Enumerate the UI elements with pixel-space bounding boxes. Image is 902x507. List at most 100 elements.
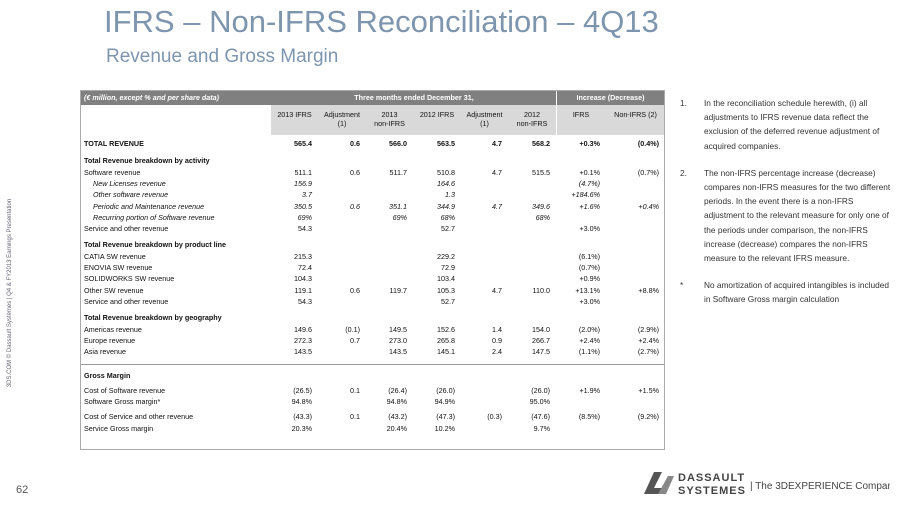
cell-value: 4.7: [492, 167, 502, 177]
row-label: SOLIDWORKS SW revenue: [84, 274, 175, 284]
caption: (€ million, except % and per share data): [84, 93, 220, 102]
column-header: Adjustment (1): [466, 110, 503, 128]
note: * No amortization of acquired intangibles…: [680, 278, 892, 306]
cell-value: 515.5: [532, 167, 550, 177]
cell-value: 149.6: [294, 324, 312, 334]
cell-value: 229.2: [437, 251, 455, 261]
cell-value: (2.7%): [637, 347, 659, 357]
cell-value: 68%: [535, 212, 550, 222]
cell-value: +0.1%: [579, 167, 600, 177]
cell-value: (43.3): [293, 412, 312, 422]
cell-value: 119.7: [389, 285, 407, 295]
period-header: Three months ended December 31,: [354, 93, 474, 102]
cell-value: 54.3: [298, 224, 312, 234]
cell-value: 273.0: [389, 335, 407, 345]
cell-value: 511.1: [294, 167, 312, 177]
cell-value: 72.9: [441, 263, 455, 272]
column-header: 2013 IFRS: [277, 110, 312, 119]
cell-value: +184.6%: [571, 190, 600, 200]
cell-value: 566.0: [389, 139, 407, 148]
note-text: In the reconciliation schedule herewith,…: [704, 98, 880, 151]
cell-value: 4.7: [492, 285, 502, 295]
cell-value: +3.0%: [579, 296, 600, 306]
header-band: [271, 105, 664, 135]
cell-value: 52.7: [441, 224, 455, 234]
cell-value: (47.6): [531, 412, 550, 422]
row-label: New Licenses revenue: [93, 178, 166, 188]
cell-value: +0.3%: [579, 139, 600, 148]
column-header: IFRS: [572, 110, 590, 119]
cell-value: 0.7: [350, 335, 360, 345]
column-header: Non-IFRS (2): [614, 110, 657, 119]
cell-value: (1.1%): [578, 347, 600, 357]
logo: DASSAULT SYSTEMES | The 3DEXPERIENCE Com…: [644, 472, 890, 497]
subtitle: Revenue and Gross Margin: [106, 46, 339, 67]
cell-value: 52.7: [441, 296, 455, 306]
divider: [556, 91, 557, 135]
cell-value: 145.1: [437, 347, 455, 357]
row-label: Recurring portion of Software revenue: [93, 212, 215, 222]
row-label: ENOVIA SW revenue: [84, 263, 153, 272]
row-label: Cost of Service and other revenue: [84, 412, 194, 422]
note-marker: 2.: [680, 167, 687, 178]
cell-value: (0.3): [487, 412, 502, 422]
cell-value: (0.7%): [637, 167, 659, 177]
cell-value: (43.2): [388, 412, 407, 422]
section-heading: Total Revenue breakdown by product line: [84, 240, 227, 250]
section-heading: Gross Margin: [84, 371, 131, 381]
cell-value: 344.9: [437, 201, 455, 211]
cell-value: 119.1: [294, 285, 312, 295]
change-header: Increase (Decrease): [576, 93, 645, 102]
cell-value: 2.4: [492, 347, 502, 357]
cell-value: (6.1%): [578, 251, 600, 261]
cell-value: (26.5): [293, 385, 312, 395]
logo-mark: [644, 472, 666, 494]
cell-value: 266.7: [532, 335, 550, 345]
cell-value: 272.3: [294, 335, 312, 345]
note: 1. In the reconciliation schedule herewit…: [680, 96, 892, 153]
column-header: 2012 non-IFRS: [516, 110, 548, 128]
note-marker: 1.: [680, 98, 687, 108]
row-label: Cost of Software revenue: [84, 385, 166, 395]
row-label: Service and other revenue: [84, 224, 169, 234]
section-heading: Total Revenue breakdown by geography: [84, 313, 222, 323]
row-label: Software revenue: [84, 167, 141, 177]
header-band: [81, 91, 664, 105]
row-label: Asia revenue: [84, 347, 126, 357]
notes: 1. In the reconciliation schedule herewit…: [680, 96, 892, 320]
column-header: 2013 non-IFRS: [374, 110, 405, 128]
cell-value: (0.7%): [578, 263, 600, 272]
cell-value: 105.3: [437, 285, 455, 295]
cell-value: (26.0): [436, 385, 455, 395]
cell-value: 147.5: [532, 347, 550, 357]
cell-value: 4.7: [492, 201, 502, 211]
row-label: Software Gross margin*: [84, 397, 161, 406]
cell-value: (8.5%): [578, 412, 600, 422]
cell-value: +1.9%: [579, 385, 600, 395]
cell-value: 1.3: [445, 190, 455, 200]
cell-value: 69%: [392, 212, 407, 222]
cell-value: +8.8%: [638, 285, 659, 295]
row-label: Other SW revenue: [84, 285, 144, 295]
column-header: 2012 IFRS: [419, 110, 455, 119]
section-rule: [81, 364, 664, 366]
cell-value: +1.5%: [638, 385, 659, 395]
cell-value: 94.8%: [386, 397, 407, 406]
cell-value: 110.0: [532, 285, 550, 295]
cell-value: 95.0%: [529, 397, 550, 406]
cell-value: +0.9%: [579, 274, 600, 284]
cell-value: 0.9: [492, 335, 502, 345]
cell-value: 143.5: [294, 347, 312, 357]
cell-value: 0.1: [350, 412, 360, 422]
cell-value: 0.6: [350, 285, 360, 295]
cell-value: 351.1: [389, 201, 407, 211]
cell-value: 68%: [440, 212, 455, 222]
note: 2. The non-IFRS percentage increase (decr…: [680, 166, 892, 265]
tagline: | The 3DEXPERIENCE Company: [750, 481, 890, 492]
row-label: Europe revenue: [84, 335, 136, 345]
cell-value: 154.0: [532, 324, 550, 334]
cell-value: 20.3%: [291, 423, 312, 433]
side-text: 3DS.COM © Dassault Systèmes | Q4 & FY201…: [7, 198, 13, 388]
row-label: CATIA SW revenue: [84, 251, 146, 261]
cell-value: 4.7: [492, 139, 502, 148]
